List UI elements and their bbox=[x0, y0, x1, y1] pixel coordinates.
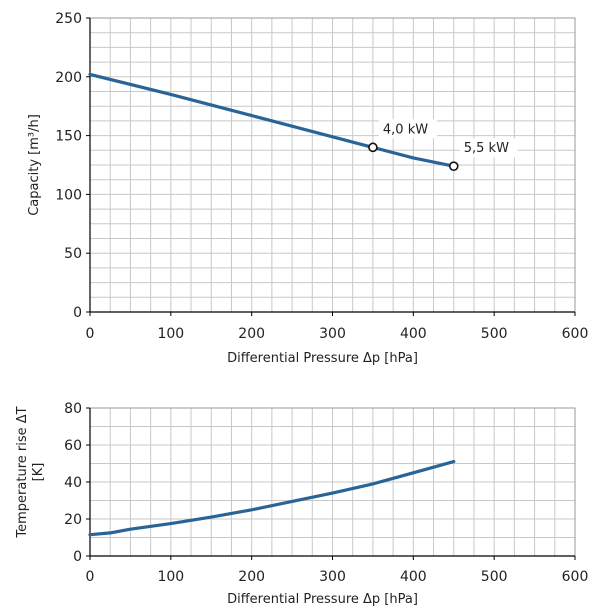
y-tick-label: 100 bbox=[55, 187, 82, 203]
y-tick-label: 50 bbox=[64, 246, 82, 262]
x-tick-label: 400 bbox=[400, 326, 427, 342]
y-tick-label: 20 bbox=[64, 512, 82, 528]
y-axis-label-line: [K] bbox=[31, 463, 46, 482]
x-tick-label: 100 bbox=[157, 569, 184, 585]
x-tick-label: 100 bbox=[157, 326, 184, 342]
x-tick-label: 600 bbox=[562, 326, 589, 342]
y-tick-label: 200 bbox=[55, 70, 82, 86]
y-axis-label-line: Temperature rise ΔT bbox=[15, 406, 30, 538]
x-tick-label: 0 bbox=[86, 569, 95, 585]
y-tick-label: 60 bbox=[64, 438, 82, 454]
marker-label: 5,5 kW bbox=[464, 141, 509, 156]
y-tick-label: 40 bbox=[64, 475, 82, 491]
data-point-marker bbox=[368, 142, 378, 153]
x-tick-label: 300 bbox=[319, 569, 346, 585]
y-tick-label: 250 bbox=[55, 11, 82, 27]
x-tick-label: 500 bbox=[481, 569, 508, 585]
x-axis-label: Differential Pressure Δp [hPa] bbox=[227, 351, 418, 366]
data-point-marker bbox=[448, 161, 459, 171]
x-tick-label: 200 bbox=[238, 326, 265, 342]
marker-label-background bbox=[378, 119, 437, 139]
x-tick-label: 200 bbox=[238, 569, 265, 585]
x-tick-label: 0 bbox=[86, 326, 95, 342]
x-tick-label: 400 bbox=[400, 569, 427, 585]
y-tick-label: 150 bbox=[55, 129, 82, 145]
y-tick-label: 0 bbox=[73, 549, 82, 565]
marker-label-background bbox=[459, 138, 518, 158]
y-axis-label: Capacity [m³/h] bbox=[27, 114, 42, 216]
x-axis-label: Differential Pressure Δp [hPa] bbox=[227, 592, 418, 607]
marker-label: 4,0 kW bbox=[383, 122, 428, 137]
series-line bbox=[88, 460, 456, 537]
y-axis-label: Temperature rise ΔT[K] bbox=[15, 406, 46, 538]
y-tick-label: 0 bbox=[73, 305, 82, 321]
x-tick-label: 600 bbox=[562, 569, 589, 585]
series-line bbox=[88, 72, 456, 168]
x-tick-label: 300 bbox=[319, 326, 346, 342]
y-tick-label: 80 bbox=[64, 401, 82, 417]
x-tick-label: 500 bbox=[481, 326, 508, 342]
